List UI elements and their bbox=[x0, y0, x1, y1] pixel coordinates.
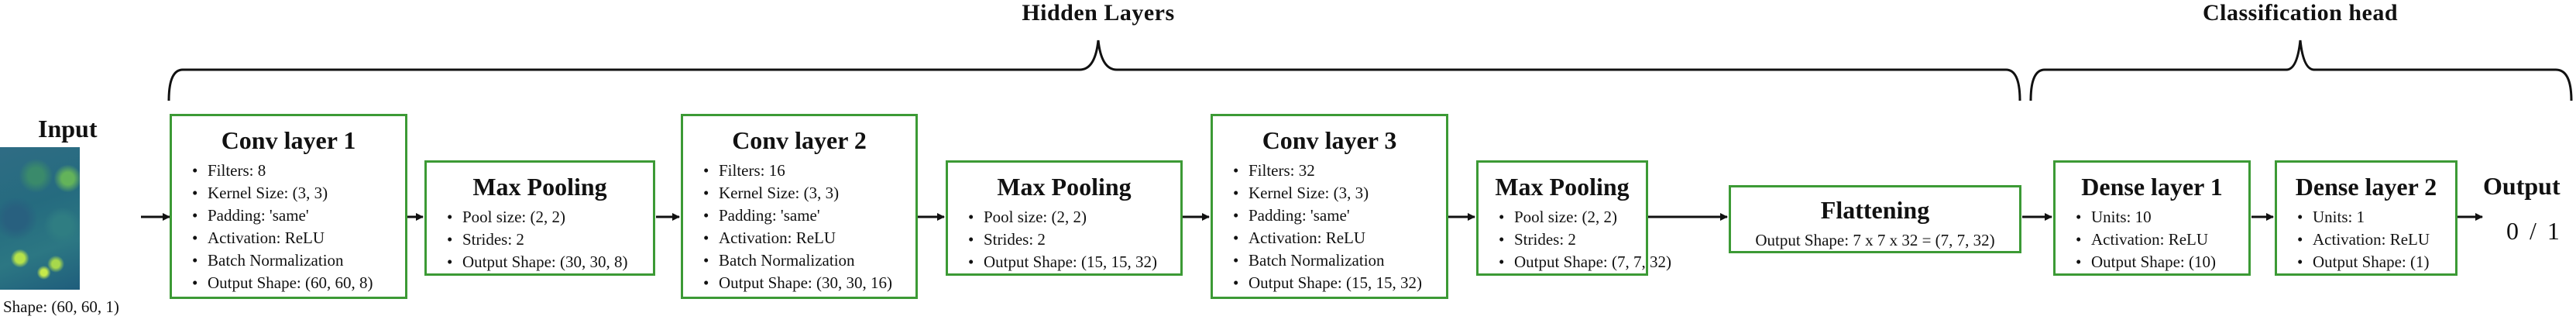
param-item: Pool size: (2, 2) bbox=[1499, 206, 1635, 229]
param-item: Units: 1 bbox=[2297, 206, 2444, 229]
layer-params: Units: 10 Activation: ReLU Output Shape:… bbox=[2076, 206, 2238, 273]
dense-layer-1-box: Dense layer 1 Units: 10 Activation: ReLU… bbox=[2053, 160, 2251, 276]
layer-params: Pool size: (2, 2) Strides: 2 Output Shap… bbox=[1499, 206, 1671, 273]
hidden-layers-brace bbox=[167, 40, 2021, 101]
param-item: Output Shape: (15, 15, 32) bbox=[968, 251, 1170, 273]
layer-title: Dense layer 1 bbox=[2081, 173, 2223, 201]
max-pooling-2-box: Max Pooling Pool size: (2, 2) Strides: 2… bbox=[946, 160, 1183, 276]
param-item: Output Shape: (60, 60, 8) bbox=[192, 272, 394, 294]
layer-title: Conv layer 3 bbox=[1262, 126, 1397, 154]
param-item: Activation: ReLU bbox=[1233, 227, 1435, 249]
param-item: Strides: 2 bbox=[1499, 229, 1635, 251]
param-item: Output Shape: (15, 15, 32) bbox=[1233, 272, 1435, 294]
param-item: Filters: 8 bbox=[192, 160, 394, 182]
param-item: Pool size: (2, 2) bbox=[968, 206, 1170, 229]
layer-params: Filters: 16 Kernel Size: (3, 3) Padding:… bbox=[703, 160, 905, 294]
param-item: Output Shape: (10) bbox=[2076, 251, 2238, 273]
layer-title: Conv layer 1 bbox=[221, 126, 356, 154]
input-title: Input bbox=[38, 115, 98, 143]
hidden-layers-title: Hidden Layers bbox=[1022, 0, 1175, 26]
param-item: Activation: ReLU bbox=[2297, 229, 2444, 251]
param-item: Pool size: (2, 2) bbox=[447, 206, 642, 229]
param-item: Kernel Size: (3, 3) bbox=[1233, 182, 1435, 204]
input-image bbox=[0, 147, 80, 290]
output-title: Output bbox=[2483, 172, 2561, 200]
flattening-box: Flattening Output Shape: 7 x 7 x 32 = (7… bbox=[1729, 185, 2021, 253]
layer-title: Flattening bbox=[1820, 196, 1930, 224]
layer-title: Max Pooling bbox=[1495, 173, 1630, 201]
param-item: Output Shape: (30, 30, 16) bbox=[703, 272, 905, 294]
param-item: Units: 10 bbox=[2076, 206, 2238, 229]
param-item: Padding: 'same' bbox=[192, 204, 394, 227]
layer-title: Max Pooling bbox=[472, 173, 607, 201]
param-item: Batch Normalization bbox=[192, 249, 394, 272]
param-item: Output Shape: 7 x 7 x 32 = (7, 7, 32) bbox=[1755, 231, 1995, 249]
layer-title: Max Pooling bbox=[997, 173, 1132, 201]
layer-params: Filters: 32 Kernel Size: (3, 3) Padding:… bbox=[1233, 160, 1435, 294]
conv-layer-2-box: Conv layer 2 Filters: 16 Kernel Size: (3… bbox=[681, 114, 918, 299]
param-item: Activation: ReLU bbox=[2076, 229, 2238, 251]
dense-layer-2-box: Dense layer 2 Units: 1 Activation: ReLU … bbox=[2275, 160, 2458, 276]
layer-params: Units: 1 Activation: ReLU Output Shape: … bbox=[2297, 206, 2444, 273]
max-pooling-1-box: Max Pooling Pool size: (2, 2) Strides: 2… bbox=[424, 160, 655, 276]
classification-head-title: Classification head bbox=[2202, 0, 2399, 26]
layer-title: Dense layer 2 bbox=[2295, 173, 2437, 201]
param-item: Output Shape: (7, 7, 32) bbox=[1499, 251, 1671, 273]
param-item: Activation: ReLU bbox=[192, 227, 394, 249]
param-item: Kernel Size: (3, 3) bbox=[192, 182, 394, 204]
param-item: Batch Normalization bbox=[703, 249, 905, 272]
max-pooling-3-box: Max Pooling Pool size: (2, 2) Strides: 2… bbox=[1476, 160, 1671, 276]
layer-params: Filters: 8 Kernel Size: (3, 3) Padding: … bbox=[192, 160, 394, 294]
param-item: Padding: 'same' bbox=[703, 204, 905, 227]
param-item: Strides: 2 bbox=[447, 229, 642, 251]
layer-params: Pool size: (2, 2) Strides: 2 Output Shap… bbox=[968, 206, 1170, 273]
layer-params: Pool size: (2, 2) Strides: 2 Output Shap… bbox=[447, 206, 642, 273]
classification-head-brace bbox=[2029, 40, 2573, 101]
param-item: Padding: 'same' bbox=[1233, 204, 1435, 227]
param-item: Activation: ReLU bbox=[703, 227, 905, 249]
param-item: Kernel Size: (3, 3) bbox=[703, 182, 905, 204]
param-item: Output Shape: (1) bbox=[2297, 251, 2444, 273]
layer-title: Conv layer 2 bbox=[732, 126, 867, 154]
param-item: Output Shape: (30, 30, 8) bbox=[447, 251, 642, 273]
conv-layer-1-box: Conv layer 1 Filters: 8 Kernel Size: (3,… bbox=[170, 114, 407, 299]
param-item: Batch Normalization bbox=[1233, 249, 1435, 272]
param-item: Filters: 16 bbox=[703, 160, 905, 182]
layer-params: Output Shape: 7 x 7 x 32 = (7, 7, 32) bbox=[1739, 229, 2011, 252]
input-shape-label: Shape: (60, 60, 1) bbox=[3, 297, 119, 316]
param-item: Filters: 32 bbox=[1233, 160, 1435, 182]
output-value: 0 / 1 bbox=[2506, 217, 2562, 245]
conv-layer-3-box: Conv layer 3 Filters: 32 Kernel Size: (3… bbox=[1211, 114, 1448, 299]
param-item: Strides: 2 bbox=[968, 229, 1170, 251]
